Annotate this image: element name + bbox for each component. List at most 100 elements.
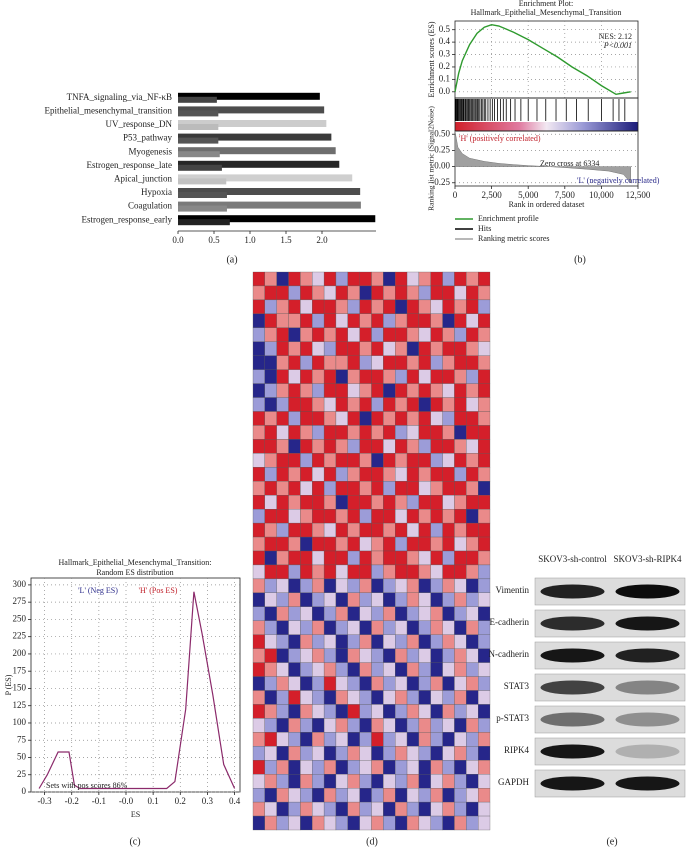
heat-cell <box>477 453 491 468</box>
heat-cell <box>288 439 301 454</box>
heat-cell <box>406 467 420 482</box>
heat-cell <box>323 620 337 635</box>
heat-cell <box>477 620 491 635</box>
heat-cell <box>312 704 325 719</box>
heat-cell <box>335 439 348 454</box>
heat-cell <box>312 327 325 342</box>
heat-cell <box>454 508 467 524</box>
heat-cell <box>264 676 277 691</box>
heat-cell <box>371 481 384 496</box>
heat-cell <box>430 327 443 342</box>
heat-cell <box>347 536 360 552</box>
heat-cell <box>323 341 337 356</box>
heat-cell <box>406 495 420 510</box>
heat-cell <box>477 355 491 370</box>
heat-cell <box>323 327 337 342</box>
heat-cell <box>466 718 479 733</box>
heat-cell <box>454 718 467 733</box>
heat-cell <box>406 592 420 607</box>
heat-cell <box>252 411 266 426</box>
heat-cell <box>383 411 396 426</box>
heat-cell <box>264 536 277 552</box>
heat-cell <box>276 383 289 398</box>
heat-cell <box>312 425 325 440</box>
heat-cell <box>395 285 408 301</box>
x-tick-label: -0.0 <box>119 796 134 806</box>
heat-cell <box>418 704 431 719</box>
heat-cell <box>395 704 408 719</box>
heat-cell <box>418 578 431 594</box>
heat-cell <box>466 355 479 370</box>
heat-cell <box>359 355 372 370</box>
heat-cell <box>347 522 360 538</box>
heat-cell <box>288 648 301 663</box>
heat-cell <box>466 313 479 328</box>
heat-cell <box>312 271 325 287</box>
heat-cell <box>477 801 491 817</box>
heat-cell <box>383 425 396 440</box>
heat-cell <box>430 815 443 831</box>
heat-cell <box>276 453 289 468</box>
heat-cell <box>359 508 372 524</box>
heat-cell <box>264 648 277 663</box>
heat-cell <box>430 508 443 524</box>
row-label: N-cadherin <box>489 649 530 659</box>
heat-cell <box>264 383 277 398</box>
heat-cell <box>252 425 266 440</box>
heat-cell <box>395 564 408 580</box>
heat-cell <box>383 815 396 831</box>
heat-cell <box>288 467 301 482</box>
heat-cell <box>442 439 455 454</box>
heat-cell <box>347 425 360 440</box>
heat-cell <box>276 285 289 301</box>
row-label: STAT3 <box>504 681 530 691</box>
heat-cell <box>430 578 443 594</box>
heat-cell <box>371 592 384 607</box>
heat-cell <box>312 648 325 663</box>
category-label: Epithelial_mesenchymal_transition <box>45 105 173 115</box>
heat-cell <box>477 746 491 761</box>
heat-cell <box>442 285 455 301</box>
heat-cell <box>477 481 491 496</box>
heat-cell <box>418 815 431 831</box>
annotation: Sets with pos scores 86% <box>46 781 128 790</box>
heat-cell <box>442 453 455 468</box>
heat-cell <box>300 425 313 440</box>
heat-cell <box>252 676 266 691</box>
heat-cell <box>359 746 372 761</box>
heat-cell <box>359 397 372 412</box>
heat-cell <box>276 522 289 538</box>
heat-cell <box>477 815 491 831</box>
heat-cell <box>442 620 455 635</box>
heat-cell <box>300 718 313 733</box>
heat-cell <box>418 481 431 496</box>
heat-cell <box>288 606 301 621</box>
bar <box>178 174 353 182</box>
heat-cell <box>442 327 455 342</box>
annotation: P<0.001 <box>603 41 632 50</box>
heat-cell <box>312 355 325 370</box>
heat-cell <box>276 634 289 649</box>
heat-cell <box>466 704 479 719</box>
heat-cell <box>383 760 396 775</box>
category-label: Myogenesis <box>129 146 173 156</box>
heat-cell <box>264 662 277 677</box>
heat-cell <box>335 285 348 301</box>
heat-cell <box>252 760 266 775</box>
heat-cell <box>477 718 491 733</box>
annotation: 'H' (positively correlated) <box>459 134 541 143</box>
heat-cell <box>359 676 372 691</box>
heat-cell <box>430 676 443 691</box>
legend-label: Ranking metric scores <box>478 234 550 243</box>
x-tick-label: 2,500 <box>481 190 502 200</box>
annotation: 'H' (Pos ES) <box>139 586 178 595</box>
heat-cell <box>347 620 360 635</box>
heat-cell <box>252 495 266 510</box>
heat-cell <box>335 788 348 803</box>
band <box>615 616 680 631</box>
heat-cell <box>442 536 455 552</box>
heat-cell <box>264 788 277 803</box>
heat-cell <box>323 550 337 566</box>
band <box>540 648 605 663</box>
